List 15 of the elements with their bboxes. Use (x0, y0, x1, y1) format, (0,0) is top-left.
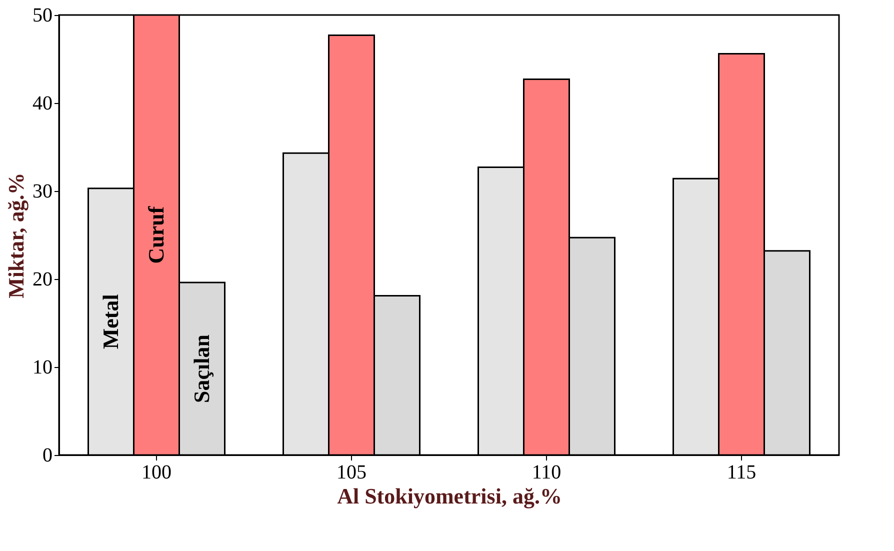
x-axis-title: Al Stokiyometrisi, ağ.% (337, 484, 562, 508)
series-label: Metal (98, 294, 123, 350)
x-tick-label: 110 (532, 462, 562, 484)
y-tick-label: 0 (42, 444, 52, 466)
y-axis-title: Miktar, ağ.% (4, 172, 28, 298)
y-tick-label: 10 (32, 356, 52, 378)
series-label: Saçılan (189, 334, 214, 403)
x-tick-label: 115 (726, 462, 756, 484)
y-tick-label: 50 (32, 4, 52, 26)
y-tick-label: 20 (32, 268, 52, 290)
y-tick-label: 40 (32, 92, 52, 114)
series-label: Curuf (144, 206, 168, 264)
x-tick-label: 100 (142, 462, 172, 484)
y-tick-label: 30 (32, 180, 52, 202)
x-tick-label: 105 (336, 462, 366, 484)
